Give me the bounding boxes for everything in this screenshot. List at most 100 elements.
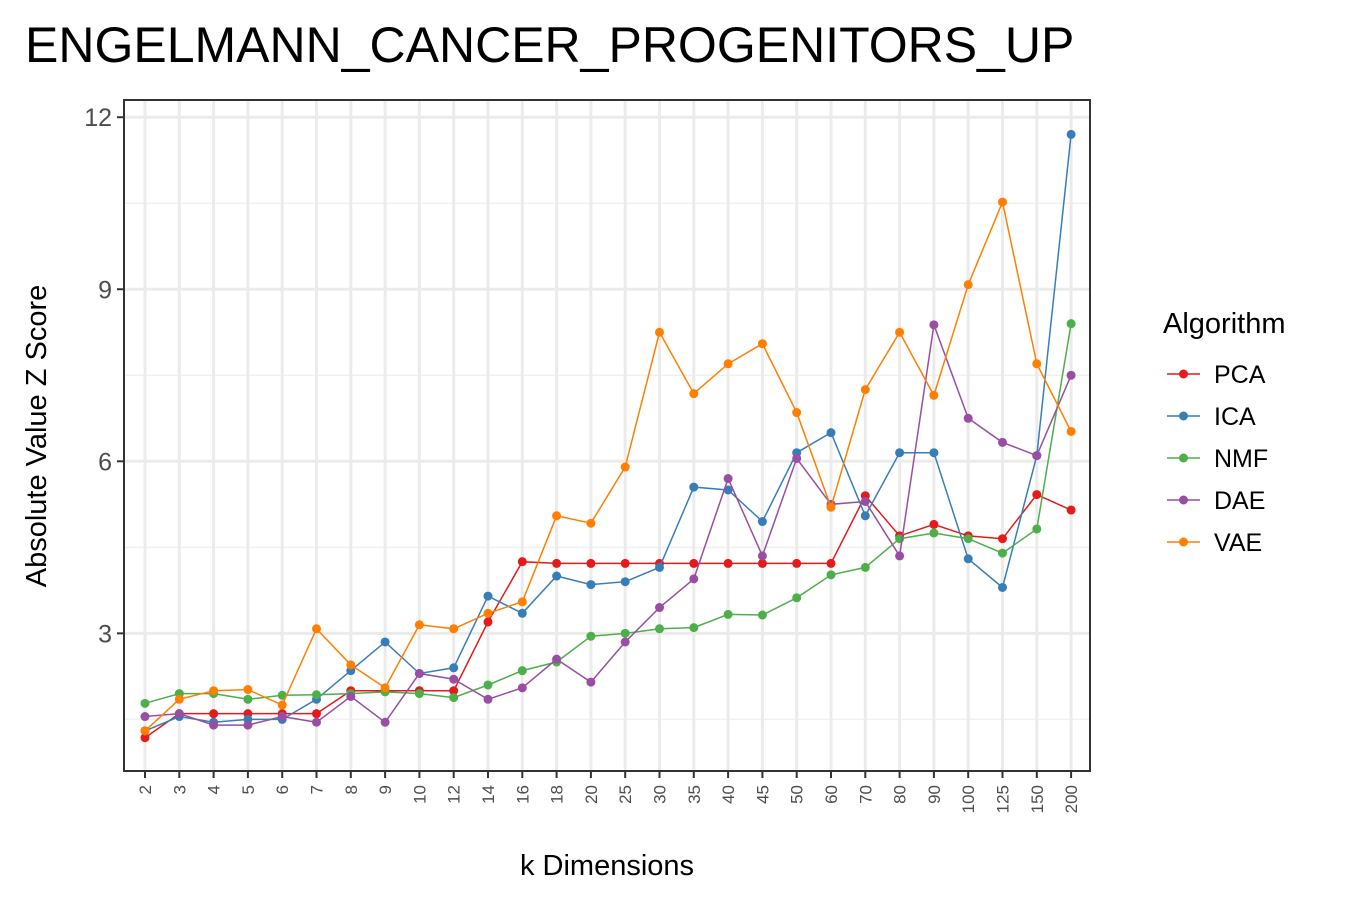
data-point-pca <box>140 733 150 743</box>
data-point-vae <box>140 726 150 736</box>
data-point-ica <box>963 554 973 564</box>
data-point-vae <box>689 389 699 399</box>
data-point-pca <box>998 534 1007 544</box>
legend-label-pca: PCA <box>1214 361 1266 389</box>
data-point-dae <box>1066 370 1076 380</box>
data-point-nmf <box>826 570 836 580</box>
x-tick-label: 12 <box>445 785 464 804</box>
data-point-dae <box>586 677 596 687</box>
data-point-vae <box>1066 426 1076 436</box>
series-layer <box>140 129 1076 743</box>
data-point-vae <box>209 686 219 696</box>
data-point-vae <box>346 660 356 670</box>
legend: Algorithm PCA ICA NMF DAE VAE <box>1163 308 1286 557</box>
data-point-dae <box>723 474 733 484</box>
grid-minor <box>124 202 1090 721</box>
data-point-vae <box>414 620 424 630</box>
x-tick-label: 10 <box>410 785 429 804</box>
data-point-dae <box>655 603 664 613</box>
data-point-nmf <box>1066 319 1076 329</box>
plot-background <box>124 100 1090 771</box>
data-point-dae <box>277 712 287 722</box>
data-point-ica <box>723 485 733 495</box>
data-point-vae <box>792 408 802 418</box>
data-point-dae <box>140 712 150 722</box>
data-point-pca <box>449 686 459 696</box>
data-point-nmf <box>998 548 1007 558</box>
data-point-ica <box>517 608 527 618</box>
x-tick-label: 9 <box>376 785 395 794</box>
data-point-nmf <box>414 689 424 699</box>
x-tick-label: 60 <box>822 785 841 804</box>
legend-key-point-dae <box>1179 495 1188 505</box>
data-point-nmf <box>929 528 939 538</box>
data-point-nmf <box>449 693 459 703</box>
data-point-pca <box>552 558 562 568</box>
data-point-dae <box>312 717 321 727</box>
data-point-nmf <box>243 694 253 704</box>
x-tick-label: 90 <box>925 785 944 804</box>
x-tick-label: 6 <box>273 785 292 794</box>
data-point-dae <box>963 413 973 423</box>
data-point-nmf <box>517 666 527 676</box>
data-point-pca <box>1032 490 1042 500</box>
legend-label-dae: DAE <box>1214 487 1265 515</box>
y-axis: 3 6 9 12 <box>84 104 124 648</box>
data-point-ica <box>380 637 390 647</box>
grid-major <box>124 100 1090 771</box>
x-tick-label: 100 <box>959 785 978 813</box>
x-tick-label: 14 <box>479 785 498 804</box>
data-point-vae <box>757 339 767 349</box>
data-point-ica <box>483 591 493 601</box>
data-point-vae <box>517 597 527 607</box>
data-point-vae <box>277 700 287 710</box>
x-tick-label: 20 <box>582 785 601 804</box>
data-point-pca <box>620 558 630 568</box>
data-point-pca <box>1066 505 1076 515</box>
x-tick-label: 8 <box>342 785 361 794</box>
data-point-dae <box>209 720 219 730</box>
data-point-vae <box>174 694 184 704</box>
data-point-nmf <box>655 624 664 634</box>
data-point-dae <box>792 453 802 463</box>
y-tick-label: 3 <box>98 620 112 648</box>
x-tick-label: 5 <box>239 785 258 794</box>
x-tick-label: 40 <box>719 785 738 804</box>
data-point-pca <box>723 558 733 568</box>
data-point-vae <box>1032 359 1042 369</box>
data-point-vae <box>483 608 493 618</box>
x-axis: 2 3 4 5 6 7 8 9 10 12 14 16 18 20 25 30 35 40 45 50 60 70 80 90… <box>136 771 1081 813</box>
chart-title: ENGELMANN_CANCER_PROGENITORS_UP <box>25 17 1074 73</box>
x-tick-label: 16 <box>513 785 532 804</box>
data-point-pca <box>209 709 219 719</box>
data-point-nmf <box>689 623 699 633</box>
data-point-pca <box>517 557 527 567</box>
x-tick-label: 50 <box>788 785 807 804</box>
data-point-dae <box>689 574 699 584</box>
legend-label-nmf: NMF <box>1214 445 1268 473</box>
data-point-vae <box>312 624 321 634</box>
data-point-nmf <box>312 690 321 700</box>
data-point-dae <box>620 637 630 647</box>
data-point-dae <box>1032 451 1042 461</box>
data-point-ica <box>689 482 699 492</box>
data-point-ica <box>449 663 459 673</box>
data-point-nmf <box>277 690 287 700</box>
data-point-nmf <box>483 680 493 690</box>
data-point-ica <box>757 517 767 527</box>
legend-title: Algorithm <box>1163 308 1286 340</box>
data-point-ica <box>929 448 939 458</box>
data-point-nmf <box>140 698 150 708</box>
data-point-dae <box>895 551 905 561</box>
data-point-vae <box>655 327 664 337</box>
x-tick-label: 200 <box>1062 785 1081 813</box>
x-tick-label: 18 <box>548 785 567 804</box>
series-line-ica <box>144 134 1072 732</box>
data-point-ica <box>586 580 596 590</box>
data-point-ica <box>826 428 836 438</box>
data-point-vae <box>380 683 390 693</box>
data-point-dae <box>929 320 939 330</box>
data-point-dae <box>552 654 562 664</box>
data-point-pca <box>689 558 699 568</box>
